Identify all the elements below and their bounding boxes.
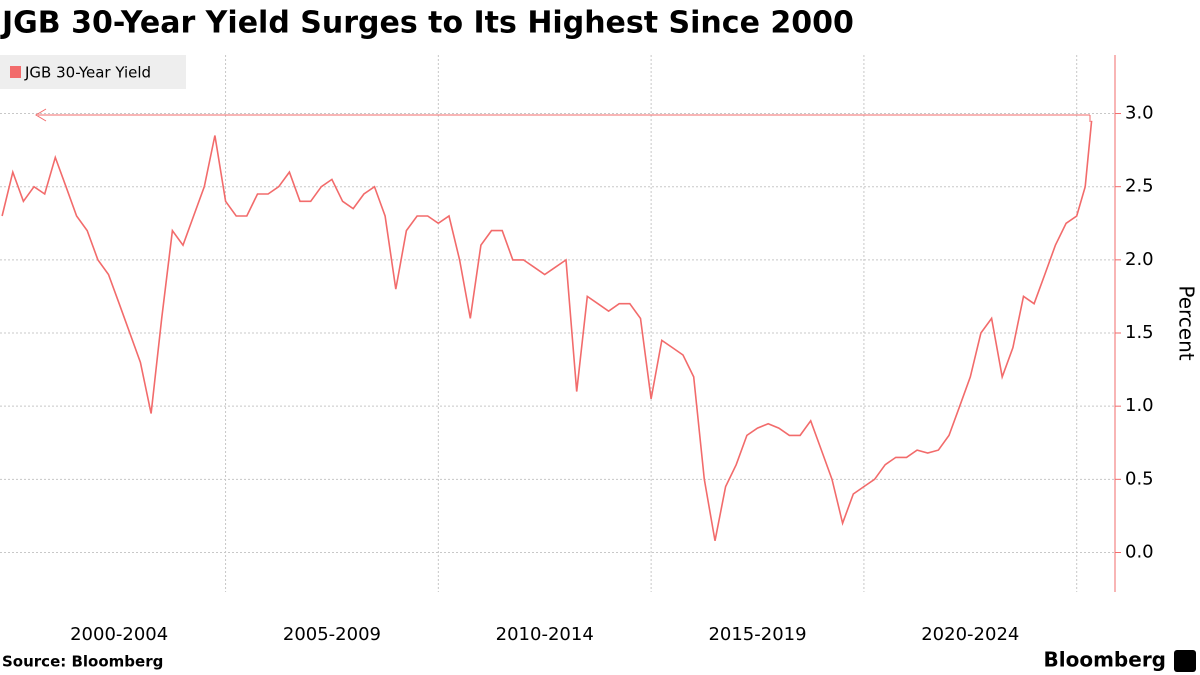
y-tick-label: 2.5 (1125, 176, 1154, 197)
legend-swatch (10, 66, 21, 78)
y-tick-label: 1.0 (1125, 395, 1154, 416)
brand-icon (1174, 650, 1196, 672)
brand: Bloomberg (1044, 648, 1166, 672)
chart-title: JGB 30-Year Yield Surges to Its Highest … (0, 6, 854, 41)
legend-label: JGB 30-Year Yield (24, 64, 151, 82)
y-tick-label: 0.5 (1125, 468, 1154, 489)
source: Source: Bloomberg (2, 653, 163, 671)
legend-box (0, 55, 186, 89)
x-tick-label: 2005-2009 (283, 624, 381, 645)
y-tick-label: 3.0 (1125, 103, 1154, 124)
y-axis-label: Percent (1175, 285, 1199, 360)
labels: 0.0 0.5 1.0 1.5 2.0 2.5 3.0 2000-2004 2005-2009 2… (0, 55, 1154, 645)
arrow-head (35, 108, 47, 122)
plot (0, 55, 1115, 592)
x-tick-label: 2015-2019 (708, 624, 806, 645)
y-tick-label: 1.5 (1125, 322, 1154, 343)
series-line (1, 120, 1093, 541)
x-tick-label: 2000-2004 (70, 624, 168, 645)
x-tick-label: 2010-2014 (496, 624, 594, 645)
y-tick-label: 2.0 (1125, 249, 1154, 270)
y-tick-label: 0.0 (1125, 541, 1154, 562)
x-tick-label: 2020-2024 (921, 624, 1019, 645)
